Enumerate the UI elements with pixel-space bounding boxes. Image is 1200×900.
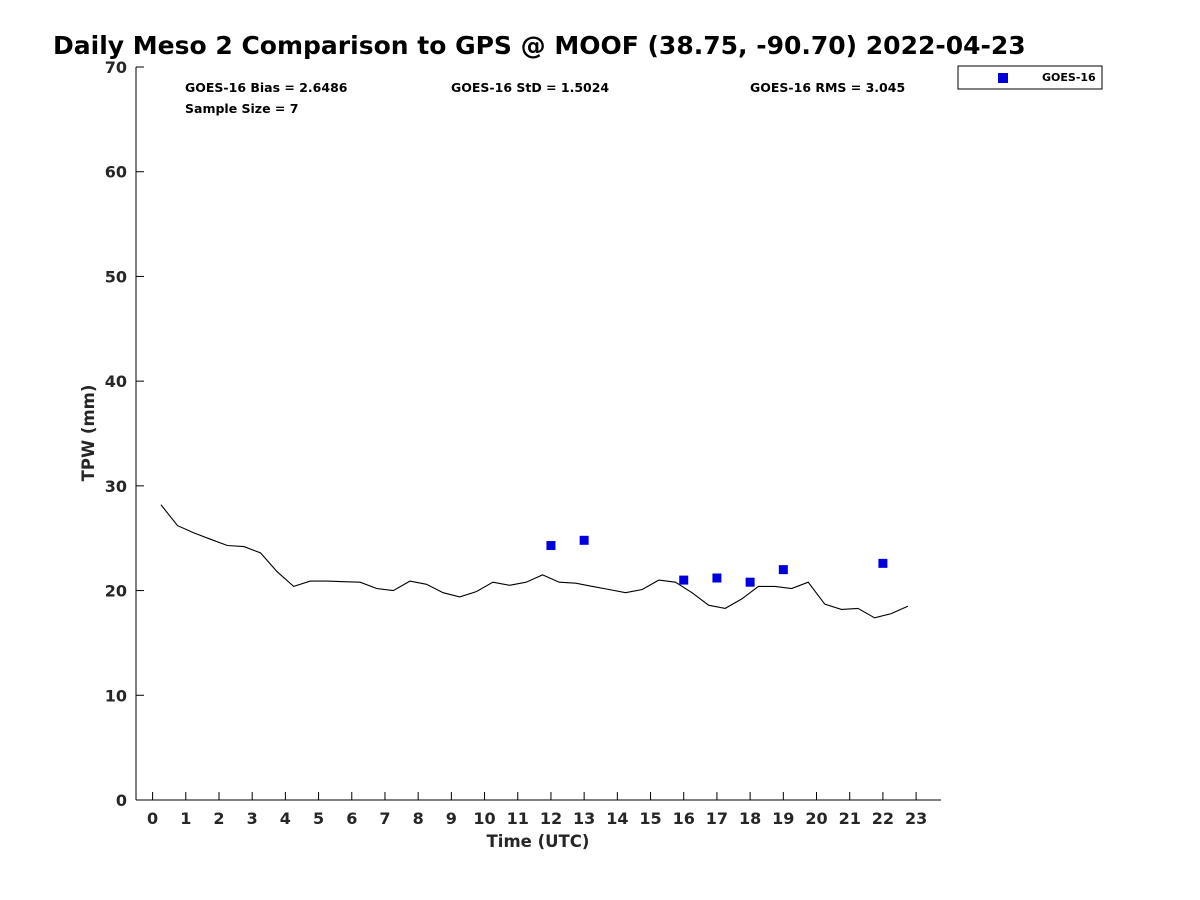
x-tick-label: 17	[706, 809, 728, 828]
x-tick-label: 1	[180, 809, 191, 828]
x-tick-label: 11	[507, 809, 529, 828]
y-tick-label: 70	[105, 58, 127, 77]
x-tick-label: 21	[839, 809, 861, 828]
x-tick-label: 20	[805, 809, 827, 828]
y-tick-label: 0	[116, 791, 127, 810]
sample-size-stat: Sample Size = 7	[185, 101, 298, 116]
x-tick-label: 8	[413, 809, 424, 828]
x-tick-label: 5	[313, 809, 324, 828]
bias-stat: GOES-16 Bias = 2.6486	[185, 80, 348, 95]
x-tick-label: 22	[872, 809, 894, 828]
x-tick-label: 23	[905, 809, 927, 828]
y-ticks: 0 10 20 30 40 50 60 70	[105, 58, 144, 810]
goes-16-point	[712, 573, 722, 583]
goes-16-point	[579, 535, 589, 545]
x-ticks: 0 1 2 3 4 5 6 7 8 9 10 11 12 13 14 15 16 17 18 19 20 21 22 23	[147, 792, 927, 828]
goes-16-point	[745, 577, 755, 587]
goes-16-point	[878, 558, 888, 568]
x-axis-label: Time (UTC)	[487, 832, 590, 851]
legend-box	[957, 65, 1103, 90]
x-tick-label: 2	[213, 809, 224, 828]
legend: GOES-16	[957, 65, 1103, 90]
x-tick-label: 19	[772, 809, 794, 828]
x-tick-label: 3	[247, 809, 258, 828]
goes-16-point	[679, 575, 689, 585]
series-layer	[160, 504, 909, 619]
legend-label-goes-16: GOES-16	[1042, 71, 1096, 84]
y-tick-label: 50	[105, 267, 127, 286]
x-tick-label: 14	[606, 809, 628, 828]
goes-16-point	[546, 541, 556, 551]
y-axis-label: TPW (mm)	[79, 385, 98, 482]
gps-tpw-line	[160, 504, 909, 619]
x-tick-label: 16	[673, 809, 695, 828]
x-tick-label: 15	[639, 809, 661, 828]
x-tick-label: 12	[540, 809, 562, 828]
y-tick-label: 10	[105, 686, 127, 705]
chart-title: Daily Meso 2 Comparison to GPS @ MOOF (3…	[53, 31, 1026, 60]
y-tick-label: 40	[105, 372, 127, 391]
x-tick-label: 9	[446, 809, 457, 828]
x-tick-label: 0	[147, 809, 158, 828]
legend-marker	[998, 73, 1008, 83]
x-tick-label: 4	[280, 809, 291, 828]
x-tick-label: 18	[739, 809, 761, 828]
x-tick-label: 10	[473, 809, 495, 828]
x-tick-label: 7	[379, 809, 390, 828]
x-tick-label: 6	[346, 809, 357, 828]
y-tick-label: 60	[105, 163, 127, 182]
std-stat: GOES-16 StD = 1.5024	[451, 80, 609, 95]
goes-16-point	[778, 565, 788, 575]
y-tick-label: 20	[105, 582, 127, 601]
x-tick-label: 13	[573, 809, 595, 828]
y-tick-label: 30	[105, 477, 127, 496]
rms-stat: GOES-16 RMS = 3.045	[750, 80, 905, 95]
